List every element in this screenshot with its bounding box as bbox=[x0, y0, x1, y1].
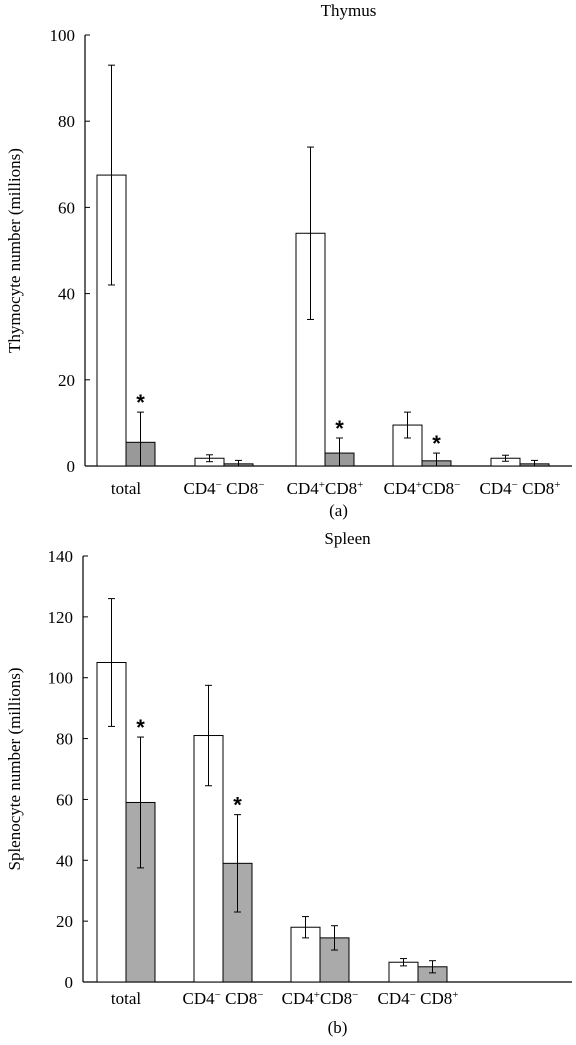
x-tick-label-part: CD8 bbox=[422, 479, 454, 498]
panel-caption: (b) bbox=[328, 1018, 348, 1037]
x-tick-label-part: CD8 bbox=[221, 989, 257, 1008]
x-tick-label-part: CD4 bbox=[378, 989, 411, 1008]
y-tick-label: 60 bbox=[58, 198, 75, 217]
x-tick-label-part: CD4 bbox=[282, 989, 315, 1008]
x-tick-label: CD4− CD8− bbox=[184, 479, 265, 498]
x-tick-label-sup: + bbox=[416, 479, 422, 491]
x-tick-label-part: CD4 bbox=[480, 479, 513, 498]
y-tick-label: 0 bbox=[67, 457, 76, 476]
x-tick-label-part: CD4 bbox=[183, 989, 216, 1008]
x-tick-label-part: CD4 bbox=[384, 479, 417, 498]
x-tick-label: CD4− CD8− bbox=[183, 989, 264, 1008]
y-tick-label: 80 bbox=[58, 112, 75, 131]
bar bbox=[222, 862, 253, 983]
chart-title: Thymus bbox=[321, 1, 377, 20]
y-tick-label: 40 bbox=[58, 285, 75, 304]
significance-marker: * bbox=[432, 431, 441, 456]
x-tick-label-sup: − bbox=[454, 479, 460, 491]
chart-title: Spleen bbox=[324, 529, 371, 548]
significance-marker: * bbox=[136, 715, 145, 740]
y-tick-label: 0 bbox=[65, 973, 74, 992]
x-tick-label-sup: − bbox=[216, 479, 222, 491]
panel-caption: (a) bbox=[329, 501, 348, 520]
thymus-panel: Thymus 0 20 40 60 80 100 Thymocyte number (mill… bbox=[5, 1, 572, 520]
y-tick-label: 20 bbox=[56, 912, 73, 931]
x-tick-label-part: CD4 bbox=[287, 479, 320, 498]
x-tick-label-sup: − bbox=[512, 479, 518, 491]
spleen-panel: Spleen 0 20 40 60 80 100 120 140 Splenocyte numbe… bbox=[5, 529, 572, 1037]
x-tick-label-sup: − bbox=[215, 989, 221, 1001]
x-tick-label-sup: + bbox=[357, 479, 363, 491]
x-tick-label-sup: − bbox=[258, 479, 264, 491]
y-tick-label: 120 bbox=[48, 608, 74, 627]
x-tick-label: CD4+CD8− bbox=[384, 479, 461, 498]
x-tick-label-sup: + bbox=[554, 479, 560, 491]
x-tick-label-part: CD8 bbox=[320, 989, 352, 1008]
x-tick-label-sup: + bbox=[314, 989, 320, 1001]
x-tick-label-part: CD8 bbox=[325, 479, 357, 498]
x-tick-label-sup: − bbox=[410, 989, 416, 1001]
significance-marker: * bbox=[136, 390, 145, 415]
x-tick-label: total bbox=[111, 989, 141, 1008]
x-tick-label-part: total bbox=[111, 479, 141, 498]
x-tick-label-part: CD8 bbox=[222, 479, 258, 498]
significance-marker: * bbox=[233, 793, 242, 818]
y-tick-label: 100 bbox=[48, 669, 74, 688]
x-tick-label-part: total bbox=[111, 989, 141, 1008]
x-tick-label-sup: − bbox=[352, 989, 358, 1001]
significance-marker: * bbox=[335, 416, 344, 441]
x-tick-label-part: CD4 bbox=[184, 479, 217, 498]
y-tick-label: 140 bbox=[48, 547, 74, 566]
x-tick-label-sup: + bbox=[452, 989, 458, 1001]
x-tick-label: CD4− CD8+ bbox=[480, 479, 561, 498]
x-tick-label-sup: + bbox=[319, 479, 325, 491]
y-tick-label: 80 bbox=[56, 730, 73, 749]
y-axis-label: Thymocyte number (millions) bbox=[5, 148, 24, 353]
x-tick-label: total bbox=[111, 479, 141, 498]
x-tick-label-sup: − bbox=[257, 989, 263, 1001]
x-tick-label: CD4+CD8+ bbox=[287, 479, 364, 498]
y-tick-label: 60 bbox=[56, 790, 73, 809]
x-tick-label: CD4− CD8+ bbox=[378, 989, 459, 1008]
y-tick-label: 40 bbox=[56, 851, 73, 870]
y-tick-label: 20 bbox=[58, 371, 75, 390]
y-tick-label: 100 bbox=[50, 26, 76, 45]
x-tick-label: CD4+CD8− bbox=[282, 989, 359, 1008]
x-tick-label-part: CD8 bbox=[518, 479, 554, 498]
y-axis-label: Splenocyte number (millions) bbox=[5, 667, 24, 870]
x-tick-label-part: CD8 bbox=[416, 989, 452, 1008]
bar bbox=[193, 735, 224, 983]
